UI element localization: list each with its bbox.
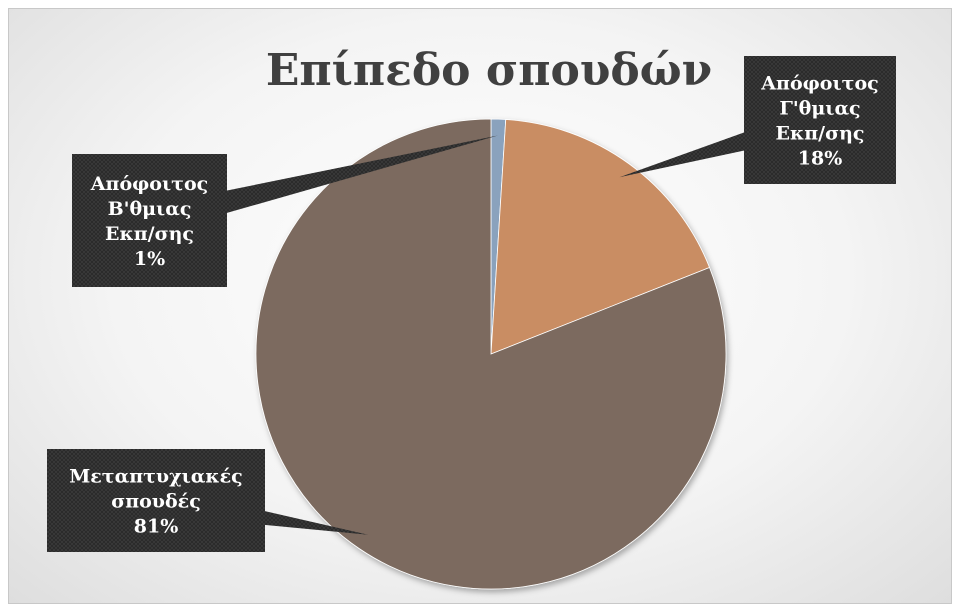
data-label-category: Εκπ/σης [105, 223, 194, 245]
data-label-percent: 1% [134, 248, 165, 270]
data-labels: Απόφοιτος Β'θμιας Εκπ/σης 1% Απόφοιτος Γ'θμια… [47, 56, 896, 552]
data-label-box [47, 449, 265, 552]
chart-title: Επίπεδο σπουδών [266, 45, 712, 96]
slice-apofoitos-g [490, 119, 711, 355]
pie-chart: Επίπεδο σπουδών Απόφοιτος Β'θμιας Εκπ/σης 1… [47, 45, 896, 590]
data-label-category: Απόφοιτος [760, 73, 878, 95]
leader-line [146, 135, 498, 235]
data-label-category: Γ'θμιας [779, 98, 860, 120]
data-label-category: Εκπ/σης [776, 123, 865, 145]
data-label-box [72, 154, 227, 287]
data-label-category: σπουδές [111, 491, 201, 513]
pie-slices [255, 118, 727, 590]
chart-area: Επίπεδο σπουδών Απόφοιτος Β'θμιας Εκπ/σης 1… [8, 8, 952, 604]
data-label-box [744, 56, 896, 184]
data-label-category: Μεταπτυχιακές [69, 466, 243, 488]
slice-metaptyxiakes [255, 118, 727, 590]
data-label-percent: 18% [798, 148, 843, 170]
data-label-category: Β'θμιας [108, 198, 192, 220]
data-label-category: Απόφοιτος [90, 173, 208, 195]
data-label-percent: 81% [134, 516, 179, 538]
